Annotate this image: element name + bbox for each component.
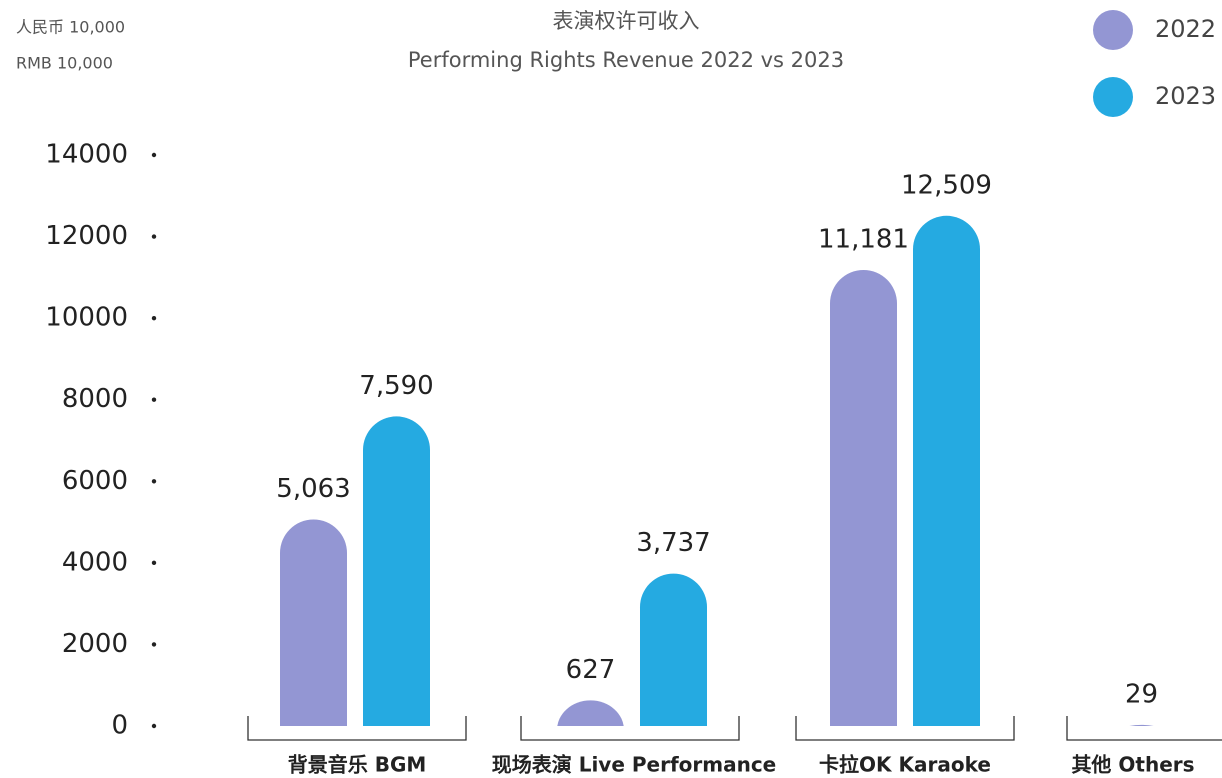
data-label: 7,590 xyxy=(359,371,433,401)
bar xyxy=(557,700,624,726)
y-tick-label: 4000 xyxy=(62,547,128,577)
data-label: 627 xyxy=(566,655,616,685)
category-bracket xyxy=(795,716,1015,741)
tick-mark xyxy=(151,560,157,566)
data-label: 12,509 xyxy=(901,170,992,200)
data-label: 11,181 xyxy=(818,224,909,254)
unit-label: RMB 10,000 xyxy=(16,54,113,73)
chart-title: 表演权许可收入 xyxy=(553,9,700,33)
tick-mark xyxy=(151,234,157,239)
unit-label: 人民币 10,000 xyxy=(16,18,125,37)
x-tick-label: 背景音乐 BGM xyxy=(288,753,427,777)
x-tick-label: 卡拉OK Karaoke xyxy=(819,753,991,777)
tick-mark xyxy=(151,152,157,158)
x-tick-label: 现场表演 Live Performance xyxy=(492,753,777,777)
tick-mark xyxy=(151,642,157,647)
legend-marker xyxy=(1093,10,1133,50)
chart-subtitle: Performing Rights Revenue 2022 vs 2023 xyxy=(408,48,844,72)
category-bracket xyxy=(1066,716,1222,741)
bar xyxy=(363,416,430,726)
legend-marker xyxy=(1093,77,1133,117)
tick-mark xyxy=(151,479,157,484)
category-bracket xyxy=(520,716,740,741)
legend-label: 2023 xyxy=(1155,82,1216,110)
data-label: 3,737 xyxy=(636,528,710,558)
y-tick-label: 8000 xyxy=(62,384,128,414)
tick-mark xyxy=(151,723,157,729)
data-label: 5,063 xyxy=(276,474,350,504)
bar xyxy=(830,269,897,726)
y-tick-label: 6000 xyxy=(62,466,128,496)
legend-label: 2022 xyxy=(1155,15,1216,43)
tick-mark xyxy=(151,397,157,402)
tick-mark xyxy=(151,315,157,321)
data-label: 29 xyxy=(1125,679,1158,709)
y-tick-label: 0 xyxy=(111,711,128,741)
y-tick-label: 10000 xyxy=(45,303,128,333)
y-tick-label: 14000 xyxy=(45,140,128,170)
bar xyxy=(280,519,347,726)
y-tick-label: 2000 xyxy=(62,629,128,659)
bar xyxy=(640,573,707,726)
y-tick-label: 12000 xyxy=(45,221,128,251)
bar xyxy=(1129,724,1154,726)
x-tick-label: 其他 Others xyxy=(1071,753,1194,777)
bar xyxy=(913,215,980,726)
category-bracket xyxy=(247,716,467,741)
